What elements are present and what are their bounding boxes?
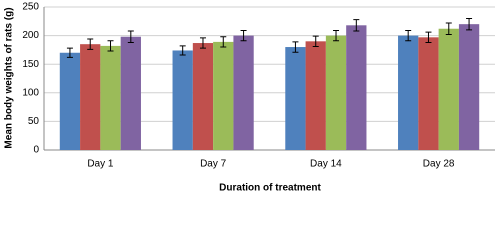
bar [398, 35, 419, 150]
x-tick-label: Day 7 [200, 159, 227, 170]
bar [346, 25, 367, 150]
error-bar [425, 31, 432, 43]
y-tick-label: 0 [33, 145, 39, 156]
error-bar [333, 29, 340, 42]
error-bar [312, 35, 319, 47]
bar [418, 37, 439, 151]
y-tick-label: 100 [22, 87, 39, 98]
x-axis-title: Duration of treatment [219, 183, 321, 194]
error-bar [220, 36, 227, 48]
error-bar [292, 41, 299, 53]
y-axis-title: Mean body weights of rats (g) [4, 7, 15, 148]
bar [192, 43, 214, 151]
error-bar [405, 29, 412, 42]
error-bar [66, 47, 73, 58]
error-bar [179, 45, 186, 56]
y-tick-label: 150 [22, 59, 39, 70]
bar [233, 35, 254, 150]
error-bar [466, 17, 473, 31]
bar [325, 35, 347, 150]
bar [458, 24, 480, 150]
x-tick-label: Day 14 [310, 159, 342, 170]
chart: Duration of treatment Mean body weights … [4, 2, 495, 194]
error-bar [127, 30, 134, 43]
x-tick-label: Day 1 [87, 159, 114, 170]
bar [80, 44, 101, 150]
y-tick-label: 250 [22, 2, 39, 13]
bar [305, 41, 326, 150]
bar [120, 36, 141, 150]
error-bar [87, 38, 94, 50]
bar [438, 28, 459, 150]
bar [59, 52, 81, 151]
error-bar [445, 22, 452, 35]
bar [213, 41, 234, 150]
error-bar [199, 37, 206, 49]
y-tick-label: 200 [22, 30, 39, 41]
bar [285, 47, 306, 150]
bar [100, 45, 121, 151]
error-bar [353, 19, 360, 32]
error-bar [107, 40, 114, 52]
error-bar [240, 29, 247, 42]
x-tick-label: Day 28 [423, 159, 455, 170]
y-tick-label: 50 [28, 116, 40, 127]
bar [172, 50, 193, 150]
